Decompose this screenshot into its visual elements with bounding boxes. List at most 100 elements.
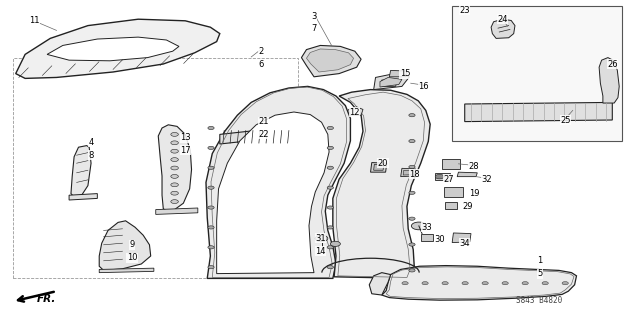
Polygon shape bbox=[47, 37, 179, 61]
Circle shape bbox=[208, 206, 214, 209]
Text: 6: 6 bbox=[258, 60, 263, 68]
Circle shape bbox=[171, 158, 178, 162]
Bar bbox=[445, 202, 457, 209]
Polygon shape bbox=[465, 102, 612, 122]
Circle shape bbox=[208, 146, 214, 149]
Circle shape bbox=[171, 149, 178, 153]
Bar bbox=[442, 159, 460, 169]
Text: 17: 17 bbox=[180, 146, 190, 155]
Bar bbox=[421, 234, 433, 241]
Polygon shape bbox=[306, 49, 354, 72]
Circle shape bbox=[171, 191, 178, 195]
Circle shape bbox=[208, 226, 214, 229]
Polygon shape bbox=[369, 273, 391, 295]
Circle shape bbox=[171, 183, 178, 187]
Text: 25: 25 bbox=[560, 116, 570, 124]
Polygon shape bbox=[156, 208, 198, 214]
Circle shape bbox=[522, 282, 528, 285]
Polygon shape bbox=[99, 221, 151, 270]
Circle shape bbox=[330, 241, 340, 246]
Circle shape bbox=[409, 165, 415, 169]
Polygon shape bbox=[457, 172, 477, 177]
Polygon shape bbox=[380, 77, 402, 87]
Circle shape bbox=[409, 243, 415, 246]
Polygon shape bbox=[333, 90, 430, 278]
Circle shape bbox=[208, 246, 214, 249]
Bar bbox=[452, 6, 622, 141]
Text: 9: 9 bbox=[129, 240, 134, 249]
Circle shape bbox=[409, 191, 415, 195]
Text: 14: 14 bbox=[315, 247, 325, 256]
Text: 32: 32 bbox=[482, 175, 492, 184]
Text: 7: 7 bbox=[311, 24, 317, 33]
Circle shape bbox=[462, 282, 468, 285]
Bar bbox=[435, 173, 450, 180]
Circle shape bbox=[327, 146, 333, 149]
Text: 15: 15 bbox=[400, 69, 410, 78]
Bar bbox=[444, 187, 463, 197]
Circle shape bbox=[327, 206, 333, 209]
Circle shape bbox=[327, 166, 333, 169]
Circle shape bbox=[327, 246, 333, 249]
Text: 23: 23 bbox=[460, 6, 470, 15]
Text: 5: 5 bbox=[538, 269, 543, 278]
Circle shape bbox=[482, 282, 488, 285]
Polygon shape bbox=[217, 112, 329, 274]
Polygon shape bbox=[158, 125, 192, 211]
Circle shape bbox=[542, 282, 548, 285]
Circle shape bbox=[562, 282, 568, 285]
Text: 3: 3 bbox=[311, 12, 317, 20]
Text: S843 B4820: S843 B4820 bbox=[516, 296, 562, 305]
Polygon shape bbox=[381, 80, 397, 86]
Circle shape bbox=[171, 200, 178, 204]
Circle shape bbox=[435, 174, 444, 179]
Circle shape bbox=[422, 282, 428, 285]
Circle shape bbox=[208, 166, 214, 169]
Circle shape bbox=[171, 166, 178, 170]
Text: 30: 30 bbox=[435, 236, 445, 244]
Text: 8: 8 bbox=[89, 151, 94, 160]
Circle shape bbox=[409, 217, 415, 220]
Circle shape bbox=[442, 282, 448, 285]
Text: 10: 10 bbox=[127, 253, 137, 262]
Circle shape bbox=[208, 266, 214, 269]
Text: 2: 2 bbox=[258, 47, 263, 56]
Circle shape bbox=[171, 174, 178, 178]
Text: 33: 33 bbox=[421, 223, 433, 232]
Circle shape bbox=[208, 126, 214, 130]
Circle shape bbox=[409, 140, 415, 143]
Circle shape bbox=[502, 282, 508, 285]
Polygon shape bbox=[374, 74, 409, 90]
Text: 22: 22 bbox=[259, 130, 269, 139]
Polygon shape bbox=[403, 170, 413, 175]
Circle shape bbox=[327, 126, 333, 130]
Polygon shape bbox=[71, 146, 91, 198]
Polygon shape bbox=[599, 58, 619, 103]
Polygon shape bbox=[374, 164, 384, 170]
Text: 29: 29 bbox=[463, 202, 473, 211]
Text: 34: 34 bbox=[460, 239, 470, 248]
Circle shape bbox=[411, 222, 426, 230]
Polygon shape bbox=[491, 19, 515, 38]
Text: 31: 31 bbox=[315, 234, 325, 243]
Circle shape bbox=[402, 282, 408, 285]
Polygon shape bbox=[349, 107, 363, 115]
Text: 4: 4 bbox=[89, 138, 94, 147]
Text: 19: 19 bbox=[469, 189, 479, 198]
Text: FR.: FR. bbox=[36, 294, 56, 304]
Circle shape bbox=[171, 132, 178, 136]
Text: 16: 16 bbox=[419, 82, 429, 91]
Text: 28: 28 bbox=[469, 162, 479, 171]
Text: 11: 11 bbox=[30, 16, 40, 25]
Text: 26: 26 bbox=[607, 60, 617, 68]
Polygon shape bbox=[401, 168, 416, 177]
Circle shape bbox=[171, 141, 178, 145]
Polygon shape bbox=[371, 163, 387, 172]
Circle shape bbox=[315, 235, 328, 242]
Polygon shape bbox=[382, 266, 577, 300]
Polygon shape bbox=[301, 45, 361, 77]
Circle shape bbox=[409, 269, 415, 272]
Text: 13: 13 bbox=[180, 133, 190, 142]
Text: 12: 12 bbox=[350, 108, 360, 116]
Circle shape bbox=[327, 226, 333, 229]
